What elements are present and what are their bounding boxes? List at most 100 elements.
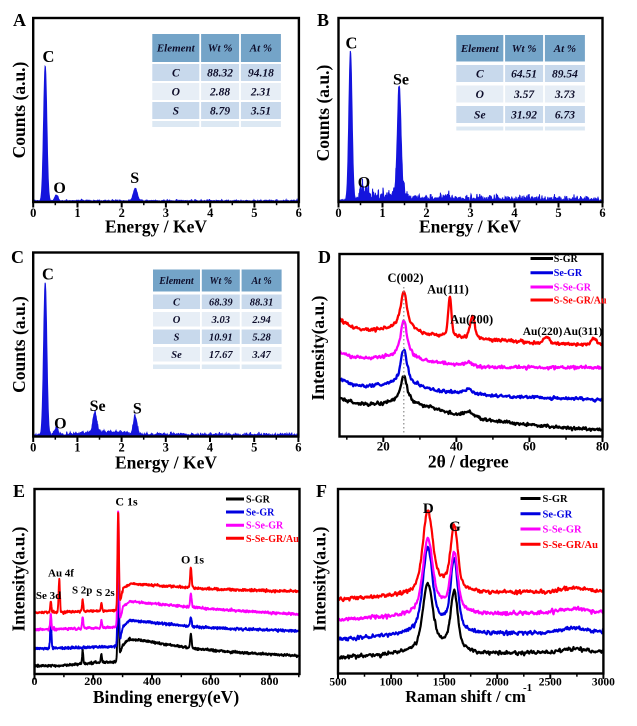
svg-text:Energy / KeV: Energy / KeV bbox=[115, 453, 217, 473]
svg-text:Intensity(a.u.): Intensity(a.u.) bbox=[310, 526, 330, 631]
svg-text:3.73: 3.73 bbox=[554, 89, 575, 101]
svg-text:60: 60 bbox=[523, 439, 536, 454]
svg-text:Counts (a.u.): Counts (a.u.) bbox=[313, 64, 333, 161]
svg-text:S 2p: S 2p bbox=[72, 585, 93, 597]
svg-text:G: G bbox=[449, 519, 461, 535]
svg-text:S: S bbox=[174, 333, 180, 344]
svg-text:Counts (a.u.): Counts (a.u.) bbox=[9, 61, 29, 158]
svg-text:4: 4 bbox=[207, 206, 214, 220]
svg-text:3: 3 bbox=[163, 206, 169, 220]
svg-text:C(002): C(002) bbox=[387, 271, 423, 285]
svg-text:Se: Se bbox=[393, 72, 409, 89]
svg-text:S: S bbox=[130, 170, 139, 187]
svg-text:5: 5 bbox=[251, 441, 257, 455]
svg-text:Energy / KeV: Energy / KeV bbox=[105, 217, 207, 237]
svg-text:1: 1 bbox=[379, 206, 385, 220]
svg-text:Counts (a.u.): Counts (a.u.) bbox=[9, 296, 29, 393]
svg-text:5.28: 5.28 bbox=[252, 333, 271, 344]
svg-text:3.51: 3.51 bbox=[250, 105, 271, 117]
svg-text:Element: Element bbox=[158, 276, 195, 287]
svg-text:Wt %: Wt % bbox=[210, 276, 233, 287]
svg-text:Se: Se bbox=[90, 398, 106, 415]
svg-text:31.92: 31.92 bbox=[510, 109, 537, 121]
svg-text:2: 2 bbox=[423, 206, 429, 220]
svg-text:C: C bbox=[173, 298, 181, 309]
svg-text:400: 400 bbox=[143, 674, 161, 688]
svg-text:Se: Se bbox=[474, 109, 486, 121]
svg-text:O: O bbox=[476, 89, 484, 101]
svg-text:8.79: 8.79 bbox=[210, 105, 230, 117]
svg-text:S-GR: S-GR bbox=[246, 495, 271, 506]
svg-text:1000: 1000 bbox=[380, 677, 403, 689]
svg-text:68.39: 68.39 bbox=[209, 298, 233, 309]
svg-text:A: A bbox=[13, 10, 26, 30]
svg-text:C: C bbox=[42, 265, 54, 284]
svg-text:Raman shift / cm: Raman shift / cm bbox=[405, 687, 526, 706]
svg-text:0: 0 bbox=[335, 206, 341, 220]
svg-text:2.31: 2.31 bbox=[250, 86, 271, 98]
svg-text:6.73: 6.73 bbox=[555, 109, 575, 121]
svg-text:-1: -1 bbox=[523, 682, 532, 694]
svg-text:E: E bbox=[13, 481, 25, 501]
svg-text:S-Se-GR: S-Se-GR bbox=[246, 521, 284, 532]
svg-text:Au(311): Au(311) bbox=[563, 326, 602, 338]
svg-text:40: 40 bbox=[450, 439, 463, 454]
svg-text:6: 6 bbox=[599, 206, 605, 220]
svg-text:2.94: 2.94 bbox=[251, 315, 270, 326]
svg-text:S-Se-GR/Au: S-Se-GR/Au bbox=[543, 540, 599, 551]
svg-text:10.91: 10.91 bbox=[209, 333, 233, 344]
svg-text:2500: 2500 bbox=[539, 677, 562, 689]
svg-text:2θ / degree: 2θ / degree bbox=[428, 452, 509, 472]
svg-text:D: D bbox=[423, 501, 434, 517]
svg-text:Element: Element bbox=[460, 43, 500, 55]
svg-text:2: 2 bbox=[119, 206, 125, 220]
svg-text:6: 6 bbox=[296, 206, 302, 220]
svg-text:3: 3 bbox=[163, 441, 169, 455]
svg-text:1: 1 bbox=[74, 441, 80, 455]
svg-text:At %: At % bbox=[249, 43, 272, 55]
svg-text:80: 80 bbox=[596, 439, 609, 454]
svg-text:4: 4 bbox=[207, 441, 214, 455]
svg-text:Au 4f: Au 4f bbox=[48, 568, 74, 580]
svg-text:Au(111): Au(111) bbox=[427, 283, 469, 297]
svg-text:S-GR: S-GR bbox=[554, 254, 579, 265]
svg-text:1: 1 bbox=[74, 206, 80, 220]
svg-text:O: O bbox=[54, 416, 66, 433]
svg-text:S: S bbox=[173, 105, 179, 117]
svg-text:3000: 3000 bbox=[592, 677, 615, 689]
svg-text:S: S bbox=[133, 401, 142, 418]
svg-text:3.03: 3.03 bbox=[211, 315, 230, 326]
svg-text:200: 200 bbox=[84, 674, 102, 688]
svg-text:1500: 1500 bbox=[433, 677, 456, 689]
svg-text:Wt %: Wt % bbox=[512, 43, 537, 55]
svg-text:Intensity(a.u.): Intensity(a.u.) bbox=[308, 295, 328, 400]
svg-text:88.32: 88.32 bbox=[207, 67, 233, 79]
svg-text:17.67: 17.67 bbox=[209, 350, 233, 361]
svg-text:Se 3d: Se 3d bbox=[36, 590, 61, 602]
svg-text:20: 20 bbox=[377, 439, 390, 454]
svg-text:3.57: 3.57 bbox=[513, 89, 535, 101]
svg-text:5: 5 bbox=[251, 206, 257, 220]
svg-text:Intensity(a.u.): Intensity(a.u.) bbox=[8, 526, 28, 631]
svg-text:0: 0 bbox=[32, 674, 38, 688]
svg-text:Wt %: Wt % bbox=[208, 43, 233, 55]
svg-text:At %: At % bbox=[553, 43, 576, 55]
svg-text:Se: Se bbox=[171, 350, 182, 361]
svg-text:C: C bbox=[43, 47, 55, 66]
svg-text:2.88: 2.88 bbox=[209, 86, 230, 98]
svg-text:5: 5 bbox=[555, 206, 561, 220]
svg-text:600: 600 bbox=[202, 674, 220, 688]
svg-text:Energy / KeV: Energy / KeV bbox=[419, 217, 521, 237]
svg-text:Se-GR: Se-GR bbox=[543, 509, 573, 520]
svg-text:Se-GR: Se-GR bbox=[246, 508, 275, 519]
svg-text:3.47: 3.47 bbox=[251, 350, 271, 361]
svg-text:F: F bbox=[316, 481, 327, 501]
svg-text:800: 800 bbox=[261, 674, 279, 688]
svg-text:B: B bbox=[317, 10, 329, 30]
svg-text:Au(200): Au(200) bbox=[450, 313, 493, 327]
svg-text:O: O bbox=[172, 86, 180, 98]
svg-text:0: 0 bbox=[30, 206, 36, 220]
svg-text:At %: At % bbox=[250, 276, 271, 287]
svg-text:89.54: 89.54 bbox=[552, 68, 578, 80]
svg-text:3: 3 bbox=[467, 206, 473, 220]
